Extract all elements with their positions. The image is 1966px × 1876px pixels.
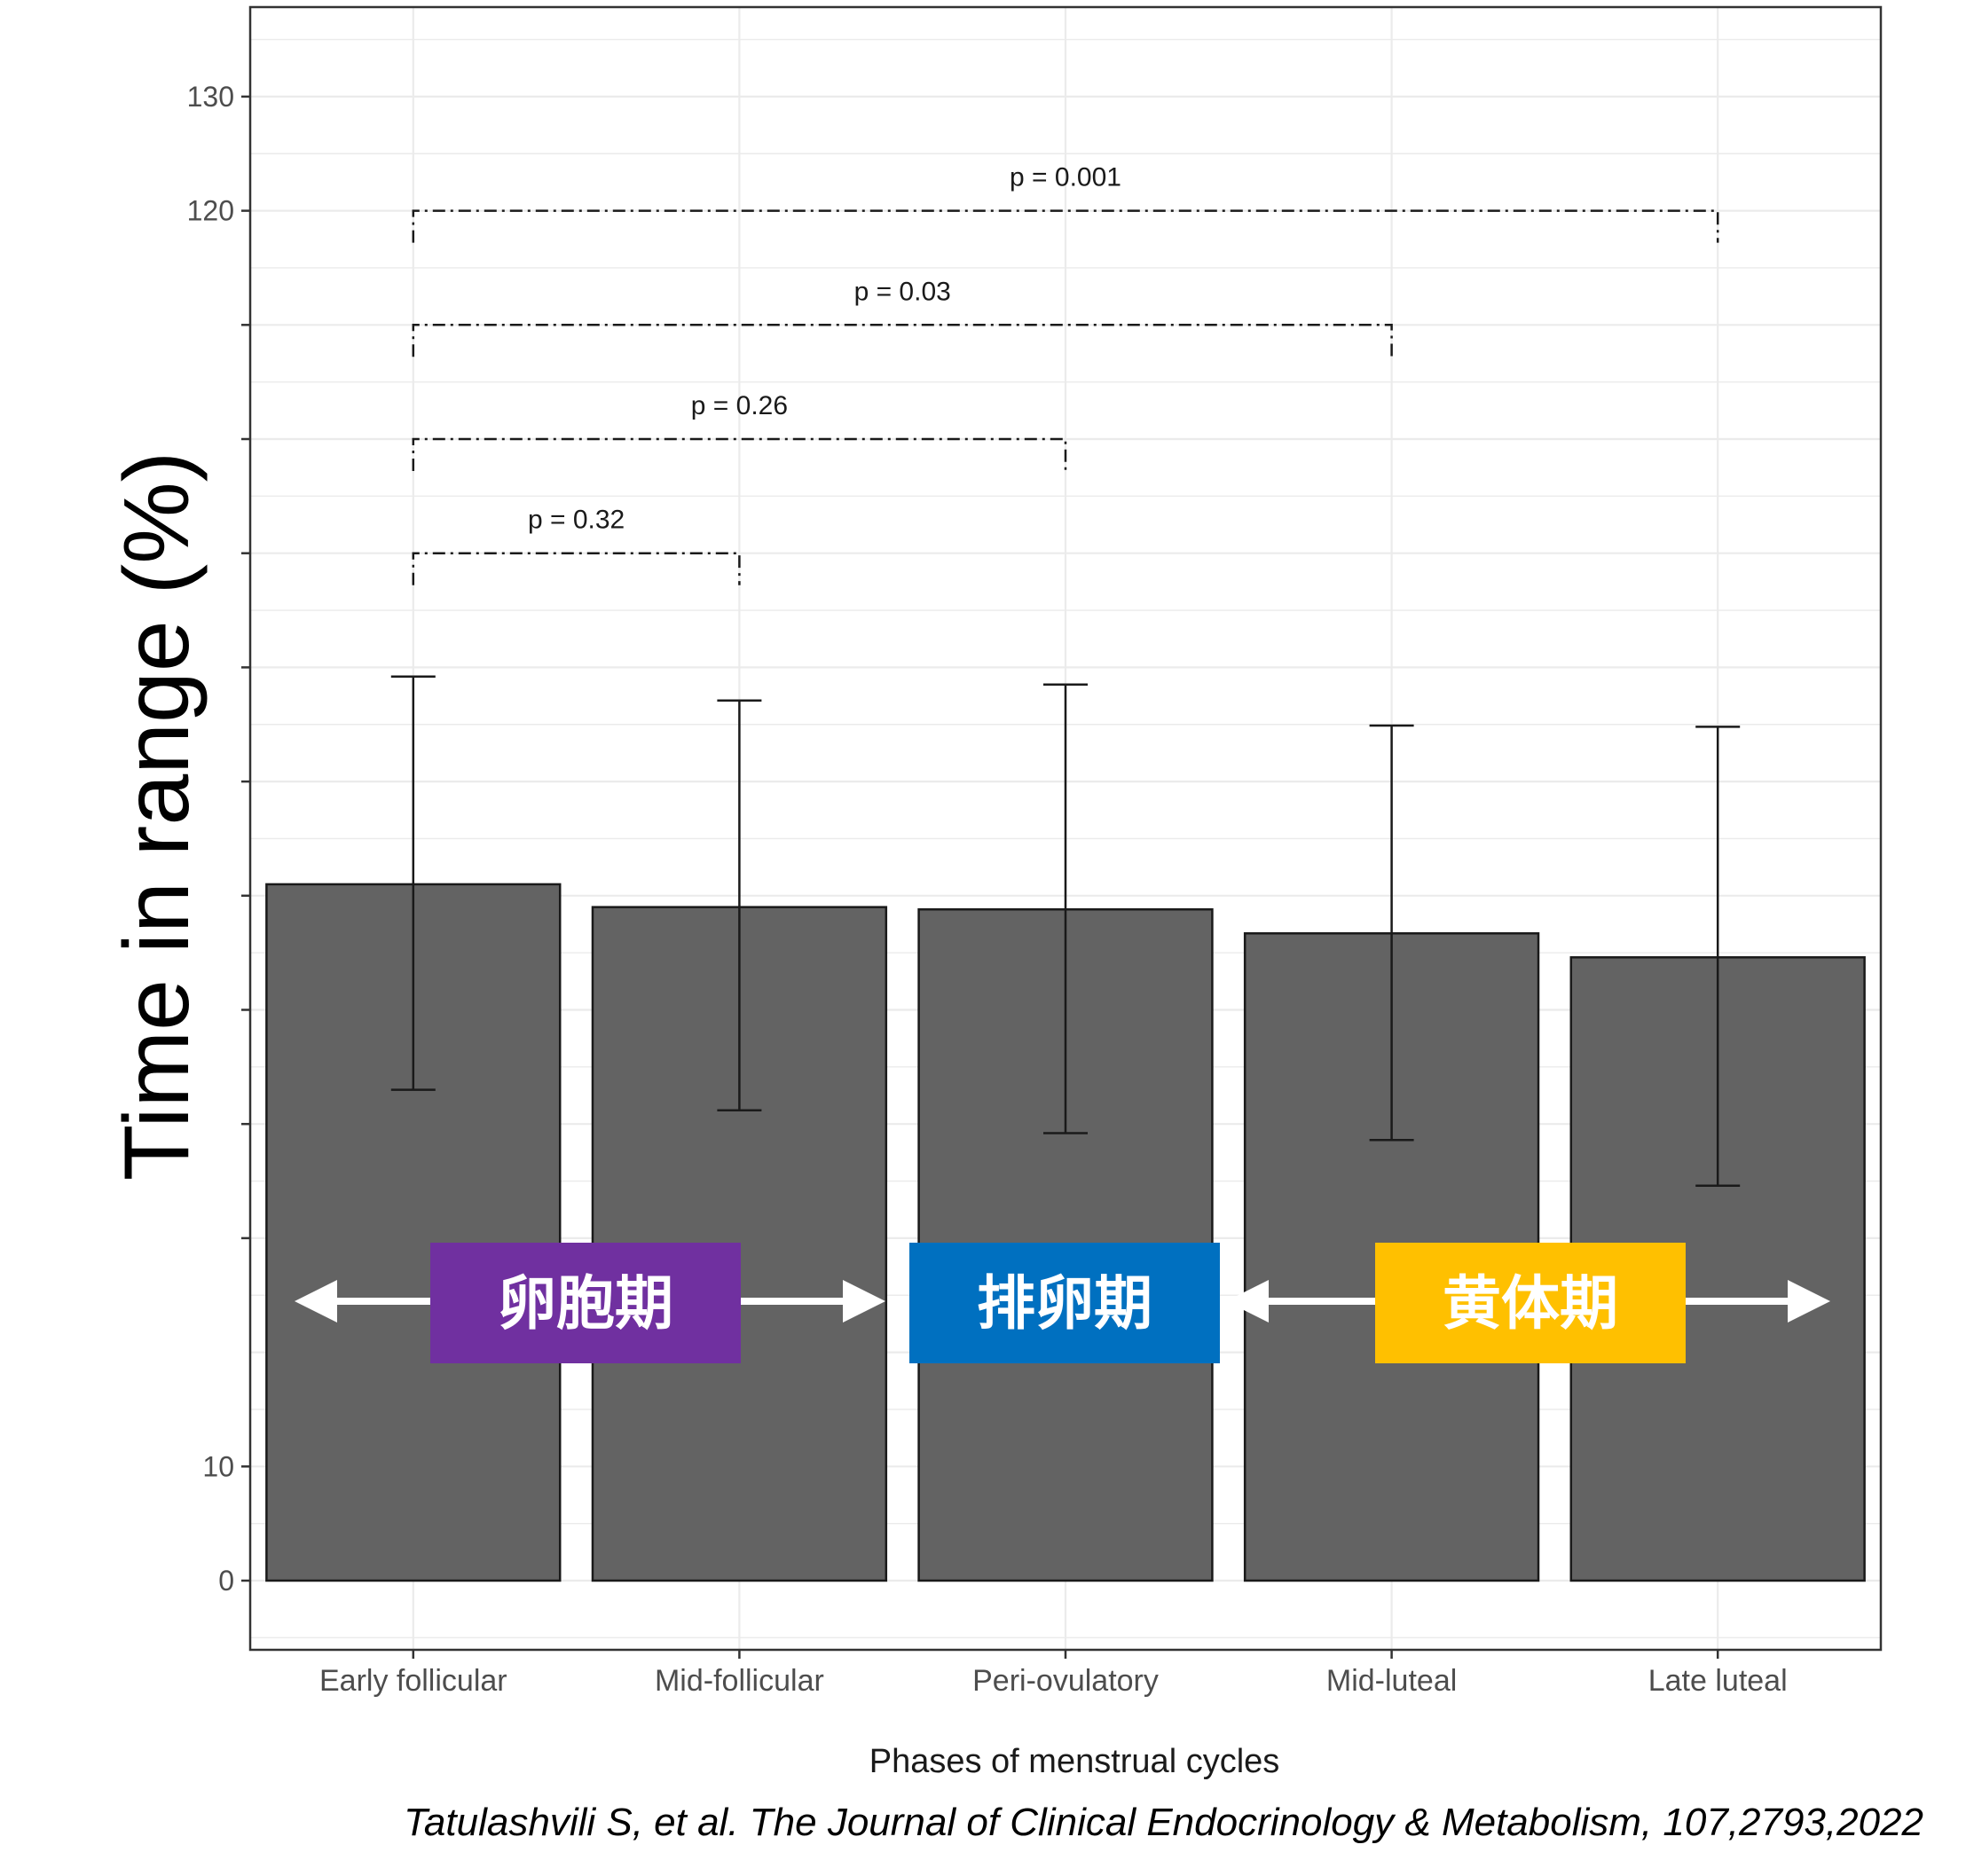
x-tick-label: Mid-follicular xyxy=(655,1664,824,1698)
phase-label-box xyxy=(1375,1243,1686,1363)
x-axis-label: Phases of menstrual cycles xyxy=(869,1743,1280,1780)
x-tick-label: Early follicular xyxy=(319,1664,507,1698)
y-tick-label: 120 xyxy=(187,195,234,227)
citation: Tatulashvili S, et al. The Journal of Cl… xyxy=(404,1801,1923,1844)
y-tick-label: 130 xyxy=(187,81,234,113)
significance-bracket xyxy=(412,437,1067,471)
phase-label-box xyxy=(430,1243,741,1363)
p-value-label: p = 0.26 xyxy=(691,391,788,420)
phase-label-text: 黄体期 xyxy=(1443,1269,1618,1338)
p-value-label: p = 0.03 xyxy=(854,277,951,306)
p-value-label: p = 0.001 xyxy=(1010,163,1121,192)
phase-label-box xyxy=(909,1243,1220,1363)
y-tick-label: 10 xyxy=(202,1450,234,1482)
x-tick-label: Late luteal xyxy=(1648,1664,1788,1698)
x-tick-label: Mid-luteal xyxy=(1326,1664,1457,1698)
p-value-label: p = 0.32 xyxy=(528,506,625,535)
significance-bracket xyxy=(412,324,1393,357)
phase-label-text: 卵胞期 xyxy=(498,1269,673,1338)
significance-brackets: p = 0.32 p = 0.26 p = 0.03 p = 0.001 xyxy=(412,163,1719,585)
y-axis-label: Time in range (%) xyxy=(106,451,208,1181)
phase-annotations: 卵胞期 排卵期 黄体期 xyxy=(295,1243,1830,1363)
phase-label-text: 排卵期 xyxy=(977,1269,1152,1338)
y-tick-label: 0 xyxy=(218,1565,234,1597)
x-tick-label: Peri-ovulatory xyxy=(972,1664,1159,1698)
significance-bracket xyxy=(412,552,741,585)
error-bars xyxy=(390,675,1741,1187)
axes: 0 10 120 130 Early follicular Mid-follicular P… xyxy=(187,81,1788,1698)
